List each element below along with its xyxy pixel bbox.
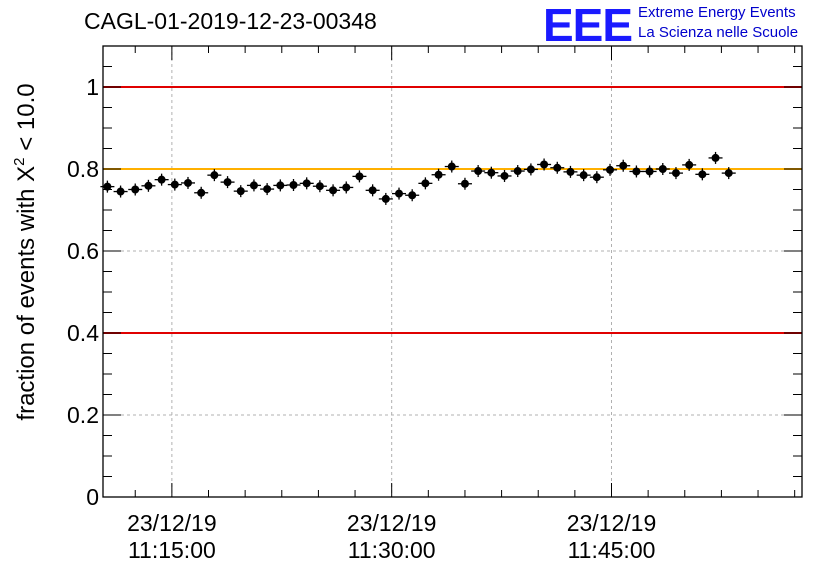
data-point (395, 189, 404, 198)
data-point (368, 186, 377, 195)
data-point (632, 167, 641, 176)
data-point (355, 172, 364, 181)
data-point (645, 167, 654, 176)
data-point (526, 165, 535, 174)
y-tick-label: 0 (86, 484, 99, 510)
data-point (381, 194, 390, 203)
data-point (421, 179, 430, 188)
data-point (342, 183, 351, 192)
data-point (157, 175, 166, 184)
data-point (315, 182, 324, 191)
data-point (566, 167, 575, 176)
x-tick-label-date: 23/12/19 (347, 510, 437, 536)
data-point (236, 187, 245, 196)
data-point (671, 169, 680, 178)
data-point (276, 181, 285, 190)
data-point (658, 165, 667, 173)
data-point (170, 180, 179, 189)
data-point (183, 178, 192, 187)
data-point (408, 191, 417, 200)
data-point (540, 160, 549, 169)
data-point (434, 170, 443, 179)
logo-line-2: La Scienza nelle Scuole (638, 24, 799, 41)
eee-logo: EEE (543, 0, 633, 51)
plot-frame (102, 45, 803, 498)
data-point (116, 187, 125, 196)
data-point (592, 173, 601, 182)
chart-title: CAGL-01-2019-12-23-00348 (84, 8, 377, 34)
data-point (131, 185, 140, 194)
data-point (619, 161, 628, 170)
data-point (223, 178, 232, 187)
data-point (302, 179, 311, 188)
logo-caption: Extreme Energy Events La Scienza nelle S… (638, 3, 798, 43)
x-tick-label-time: 11:45:00 (568, 537, 656, 563)
data-point (487, 168, 496, 177)
data-point (460, 179, 469, 188)
logo-line-1: Extreme Energy Events (638, 4, 796, 21)
y-tick-label: 0.8 (67, 156, 99, 182)
data-point (685, 160, 694, 169)
data-point (197, 188, 206, 197)
data-point (579, 171, 588, 180)
data-point (606, 165, 615, 174)
y-tick-label: 0.4 (67, 320, 99, 346)
data-point (249, 181, 258, 190)
x-tick-label-date: 23/12/19 (127, 510, 217, 536)
data-point (474, 167, 483, 176)
y-axis-label: fraction of events with X2 < 10.0 (11, 83, 40, 420)
data-point (711, 153, 720, 162)
data-point (724, 169, 733, 178)
x-tick-label-time: 11:15:00 (128, 537, 216, 563)
data-point (329, 186, 338, 195)
data-point (144, 181, 153, 190)
x-tick-label-time: 11:30:00 (348, 537, 436, 563)
y-tick-label: 1 (86, 74, 99, 100)
data-point (447, 162, 456, 171)
y-tick-label: 0.2 (67, 402, 99, 428)
data-point (553, 163, 562, 172)
data-point (103, 182, 112, 191)
data-point (289, 180, 298, 189)
data-point (500, 171, 509, 180)
data-point (513, 167, 522, 176)
data-point (698, 170, 707, 179)
y-tick-label: 0.6 (67, 238, 99, 264)
x-tick-label-date: 23/12/19 (567, 510, 657, 536)
data-point (263, 185, 272, 194)
data-point (210, 171, 219, 180)
